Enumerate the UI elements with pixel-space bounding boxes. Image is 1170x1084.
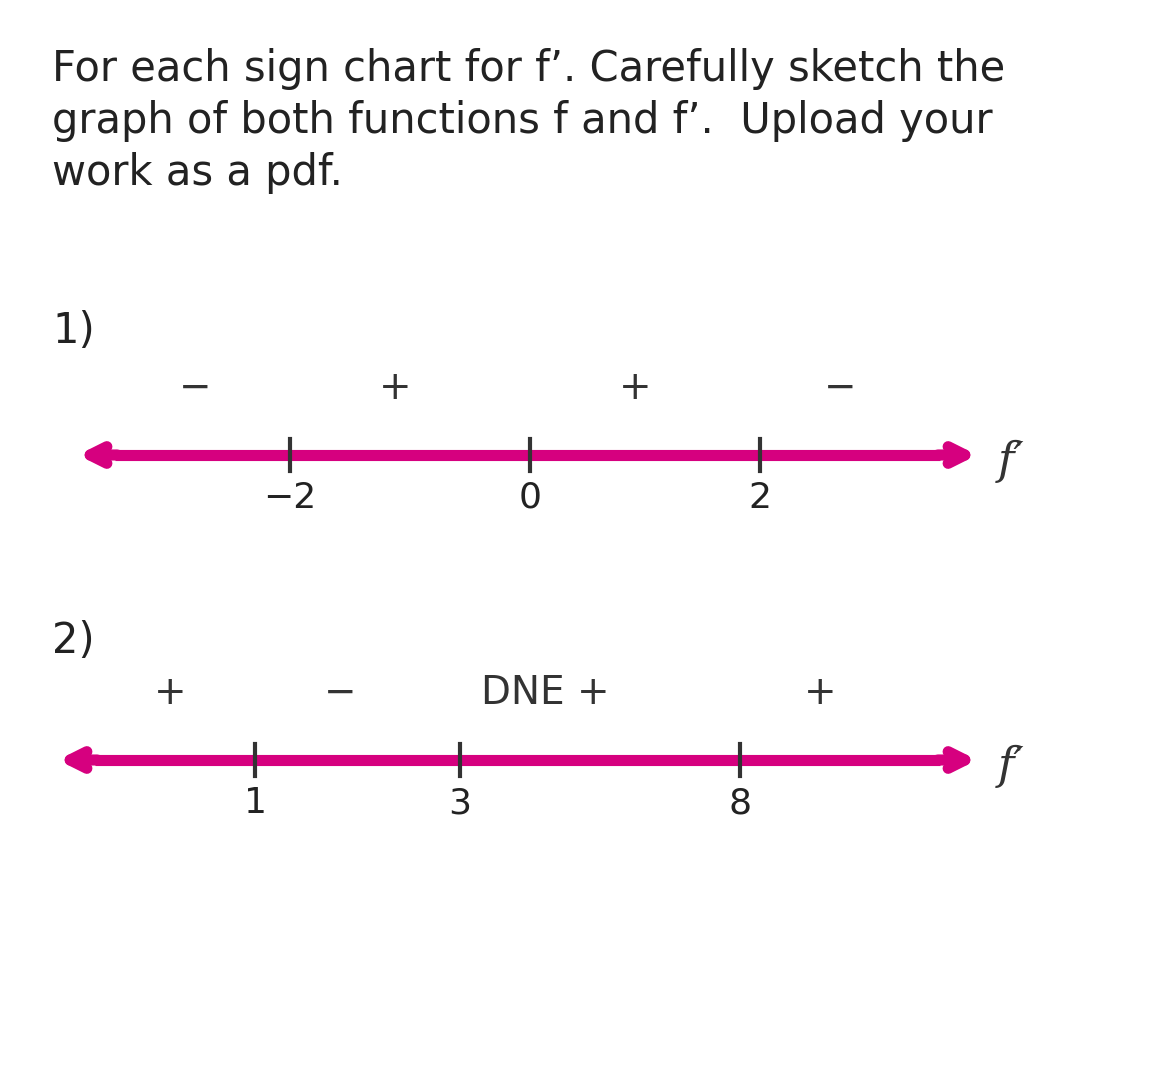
Text: 3: 3 [448,786,472,820]
Text: DNE +: DNE + [481,674,610,712]
Text: For each sign chart for f’. Carefully sketch the: For each sign chart for f’. Carefully sk… [51,48,1005,90]
Text: f′: f′ [998,439,1025,482]
Text: +: + [619,369,652,406]
Text: +: + [153,674,186,712]
Text: 1: 1 [243,786,267,820]
Text: f′: f′ [998,745,1025,788]
Text: −2: −2 [263,481,317,515]
Text: 2): 2) [51,620,95,662]
Text: +: + [379,369,412,406]
Text: −: − [824,369,856,406]
Text: 2: 2 [749,481,771,515]
Text: −: − [324,674,357,712]
Text: 8: 8 [729,786,751,820]
Text: graph of both functions f and f’.  Upload your: graph of both functions f and f’. Upload… [51,100,992,142]
Text: 0: 0 [518,481,542,515]
Text: +: + [804,674,837,712]
Text: −: − [179,369,212,406]
Text: work as a pdf.: work as a pdf. [51,152,343,194]
Text: 1): 1) [51,310,95,352]
